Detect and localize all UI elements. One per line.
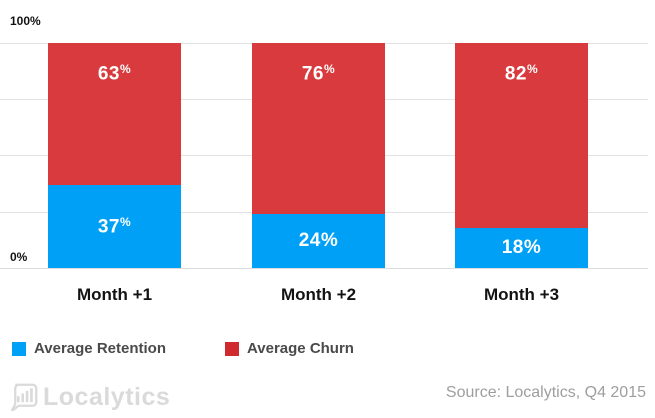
y-axis-label-0: 0% <box>10 250 28 264</box>
retention-value-label: 18% <box>501 236 542 258</box>
bar-month-2: 76% 24% <box>252 43 385 268</box>
churn-segment-month-2: 76% <box>252 43 385 214</box>
retention-segment-month-3: 18% <box>455 227 588 268</box>
churn-value-label: 76% <box>301 62 336 85</box>
x-axis-label-month-2: Month +2 <box>280 285 357 304</box>
legend-item-retention: Average Retention <box>12 340 166 357</box>
localytics-logo: Localytics <box>10 382 170 412</box>
legend-label-churn: Average Churn <box>247 340 354 357</box>
retention-value-label: 24% <box>298 230 339 251</box>
y-axis-label-100: 100% <box>10 14 41 28</box>
x-axis-label-month-3: Month +3 <box>483 285 560 304</box>
retention-swatch-icon <box>12 341 26 356</box>
churn-value-label: 82% <box>504 62 539 85</box>
churn-segment-month-1: 63% <box>48 43 181 185</box>
churn-swatch-icon <box>225 341 239 356</box>
retention-value-label: 37% <box>97 215 132 238</box>
localytics-bubble-chart-icon <box>10 383 38 411</box>
churn-segment-month-3: 82% <box>455 43 588 228</box>
legend-item-churn: Average Churn <box>225 340 354 357</box>
churn-value-label: 63% <box>97 62 132 85</box>
bar-month-1: 63% 37% <box>48 43 181 268</box>
x-axis-label-month-1: Month +1 <box>76 285 153 304</box>
retention-segment-month-1: 37% <box>48 184 181 268</box>
retention-segment-month-2: 24% <box>252 214 385 268</box>
bar-month-3: 82% 18% <box>455 43 588 268</box>
localytics-wordmark: Localytics <box>43 383 171 411</box>
gridline-0 <box>0 268 648 269</box>
source-attribution: Source: Localytics, Q4 2015 <box>445 384 646 401</box>
legend-label-retention: Average Retention <box>34 340 166 357</box>
